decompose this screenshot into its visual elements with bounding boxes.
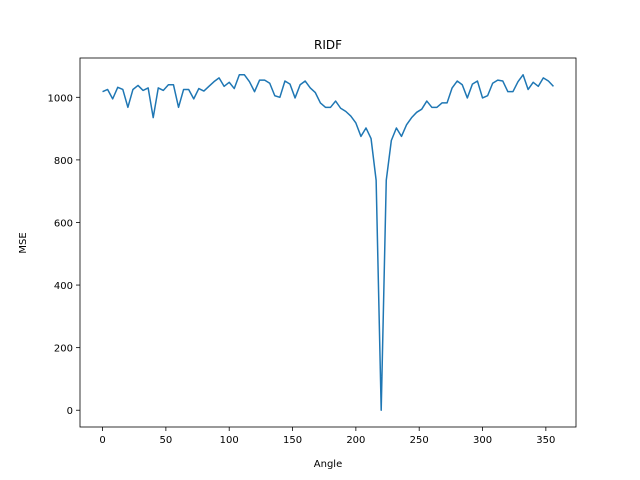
- y-axis-label: MSE: [18, 232, 29, 253]
- x-tick-label: 300: [473, 435, 492, 446]
- x-tick-label: 250: [410, 435, 429, 446]
- y-tick-label: 600: [54, 218, 73, 229]
- data-line: [102, 74, 554, 411]
- x-tick-label: 100: [220, 435, 239, 446]
- x-tick-label: 150: [283, 435, 302, 446]
- chart-title: RIDF: [314, 38, 342, 52]
- y-tick-label: 1000: [48, 93, 73, 104]
- x-tick-label: 50: [160, 435, 173, 446]
- x-tick-label: 200: [346, 435, 365, 446]
- plot-frame: [79, 57, 577, 428]
- x-tick-label: 350: [536, 435, 555, 446]
- x-axis-label: Angle: [314, 459, 342, 470]
- y-tick-label: 800: [54, 156, 73, 167]
- x-tick-label: 0: [99, 435, 105, 446]
- y-tick-label: 200: [54, 344, 73, 355]
- y-tick-label: 0: [67, 406, 73, 417]
- y-tick-label: 400: [54, 281, 73, 292]
